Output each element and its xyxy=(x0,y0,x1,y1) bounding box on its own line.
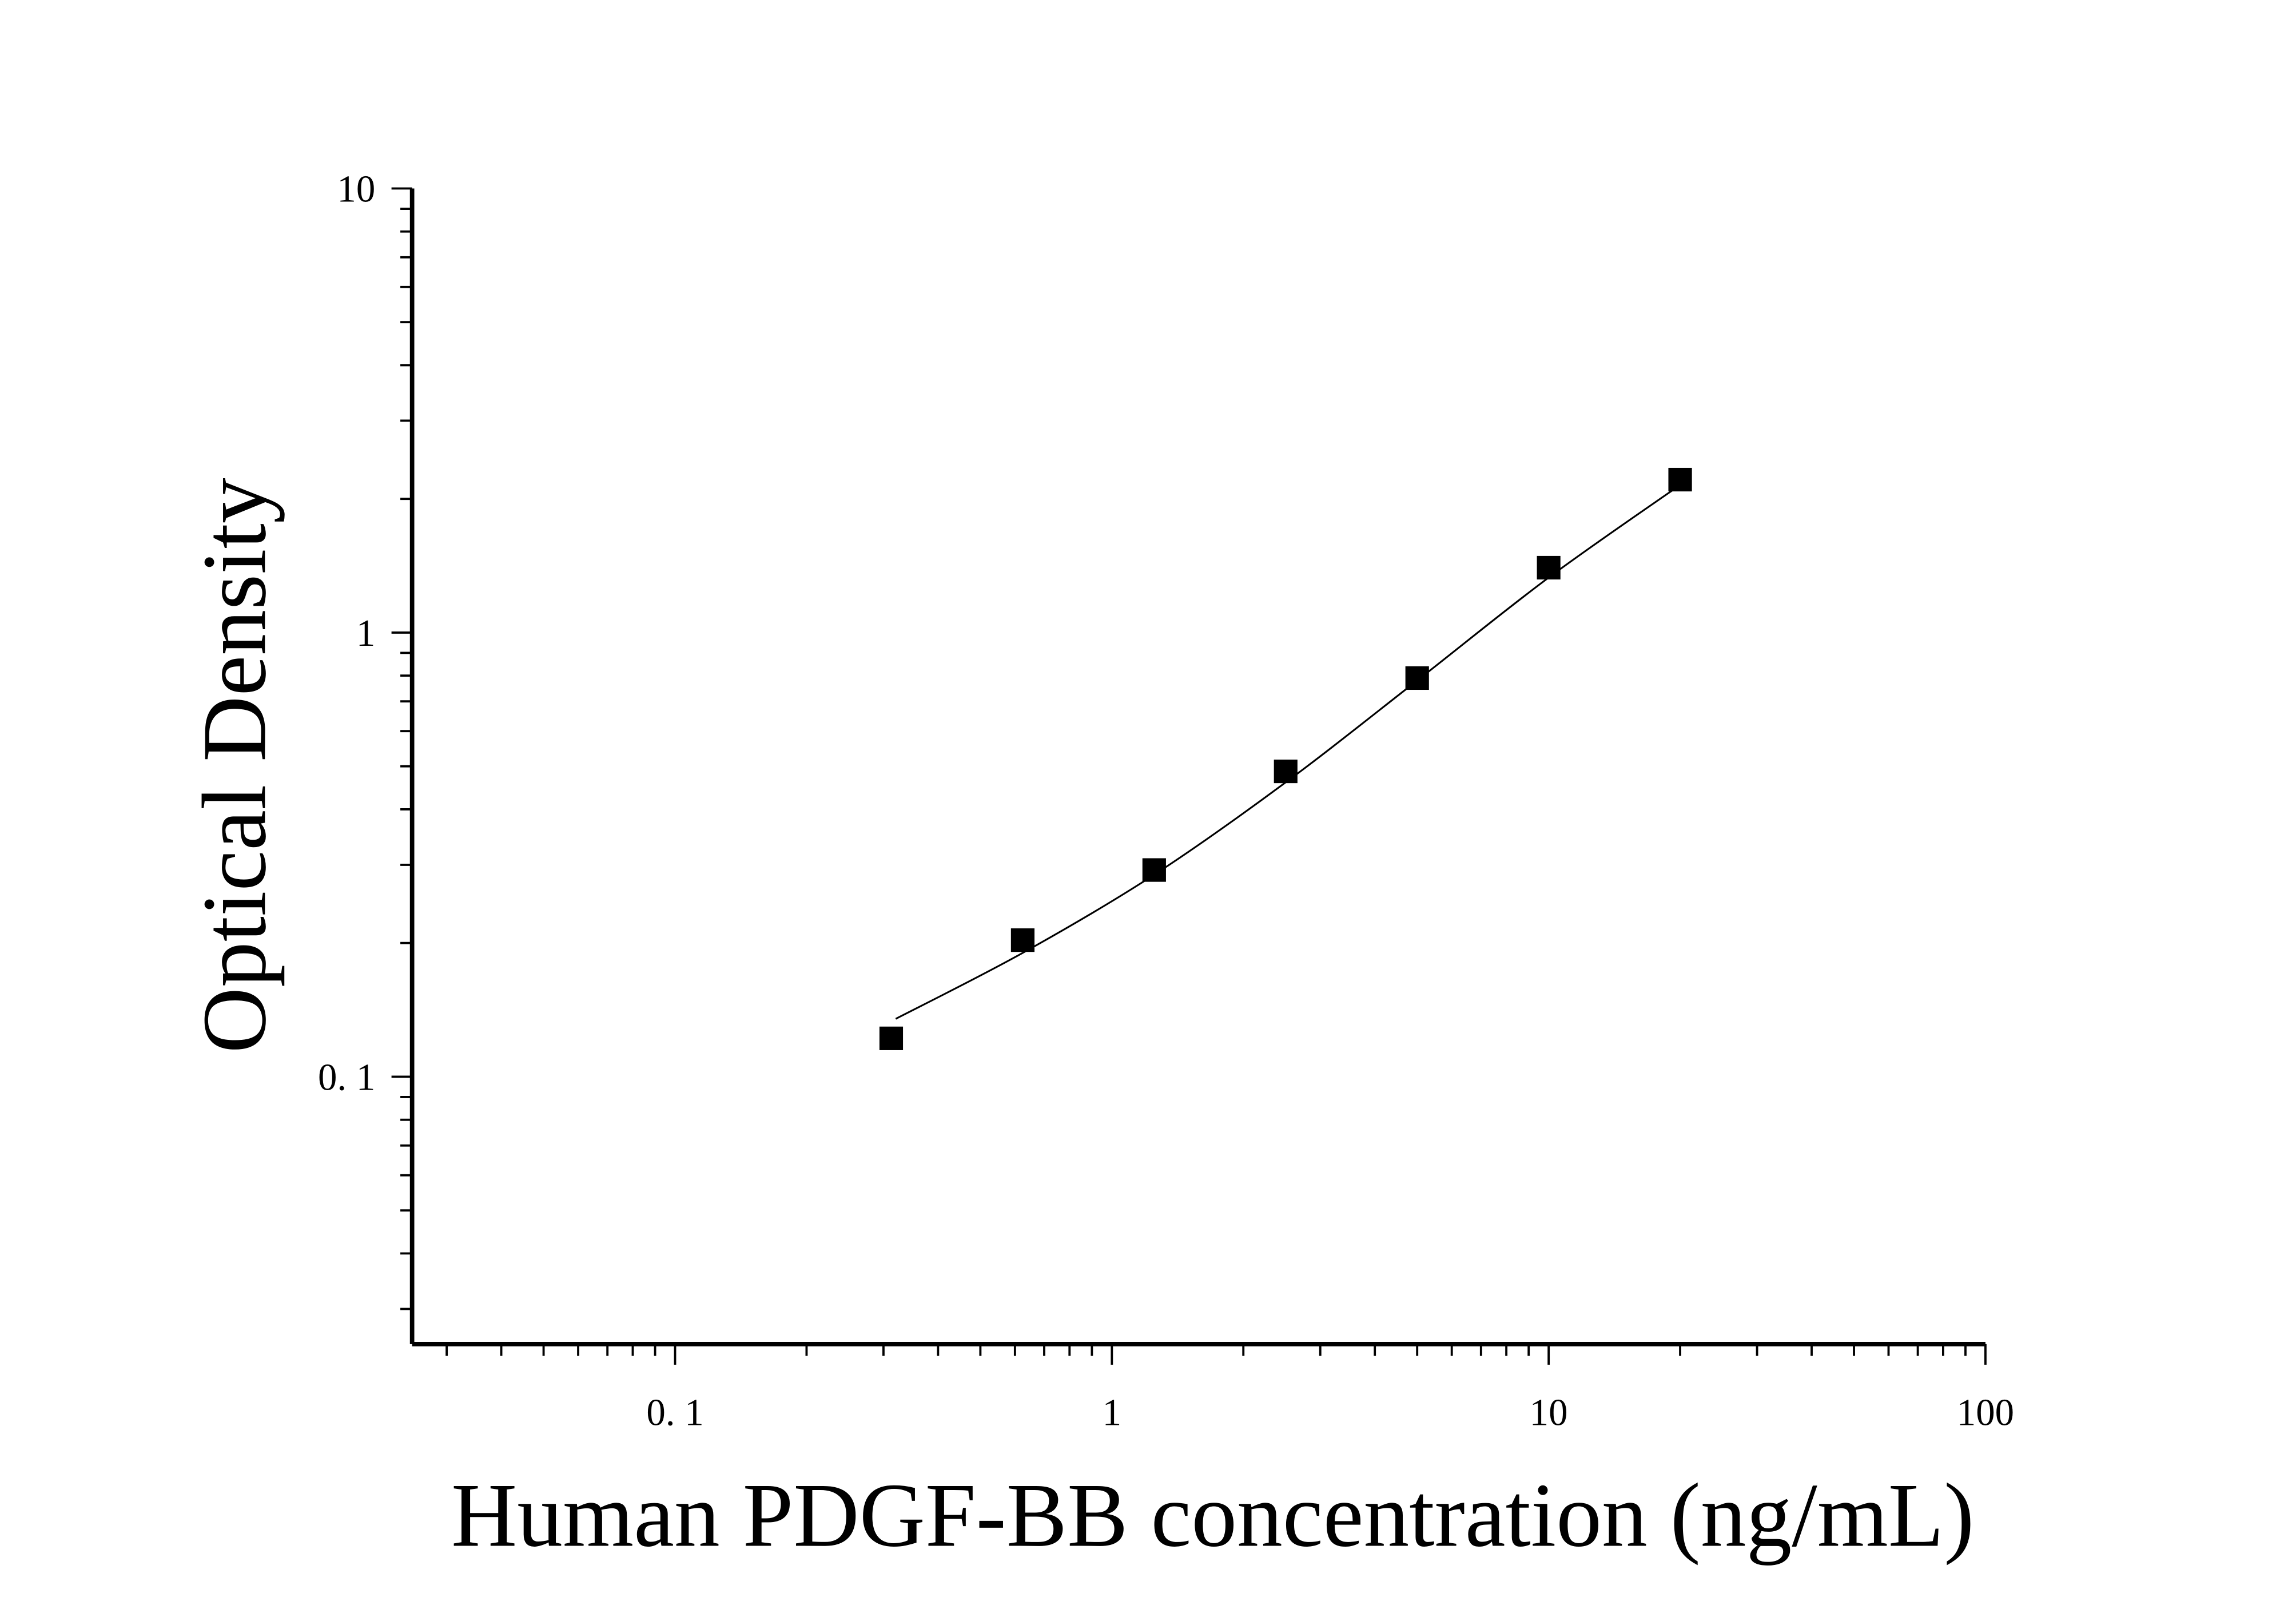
y-axis-label: Optical Density xyxy=(184,478,285,1053)
x-axis-label: Human PDGF-BB concentration (ng/mL) xyxy=(451,1464,1974,1566)
x-tick-label: 10 xyxy=(1530,1391,1568,1433)
y-tick-label: 10 xyxy=(337,168,375,210)
data-point xyxy=(1142,858,1166,882)
data-point xyxy=(1537,555,1561,580)
axes xyxy=(409,188,1985,1346)
data-point xyxy=(1010,928,1034,952)
data-points xyxy=(879,467,1692,1050)
data-point xyxy=(1405,666,1429,690)
data-point xyxy=(879,1026,904,1050)
y-tick-label: 0. 1 xyxy=(318,1056,375,1099)
x-tick-label: 0. 1 xyxy=(646,1391,703,1433)
y-tick-label: 1 xyxy=(356,612,375,654)
x-tick-label: 1 xyxy=(1103,1391,1121,1433)
ticks: 0. 1 1 10 0. 1 1 10 100 xyxy=(318,168,2014,1434)
data-point xyxy=(1668,467,1692,492)
x-tick-label: 100 xyxy=(1957,1391,2014,1433)
data-point xyxy=(1274,759,1298,784)
